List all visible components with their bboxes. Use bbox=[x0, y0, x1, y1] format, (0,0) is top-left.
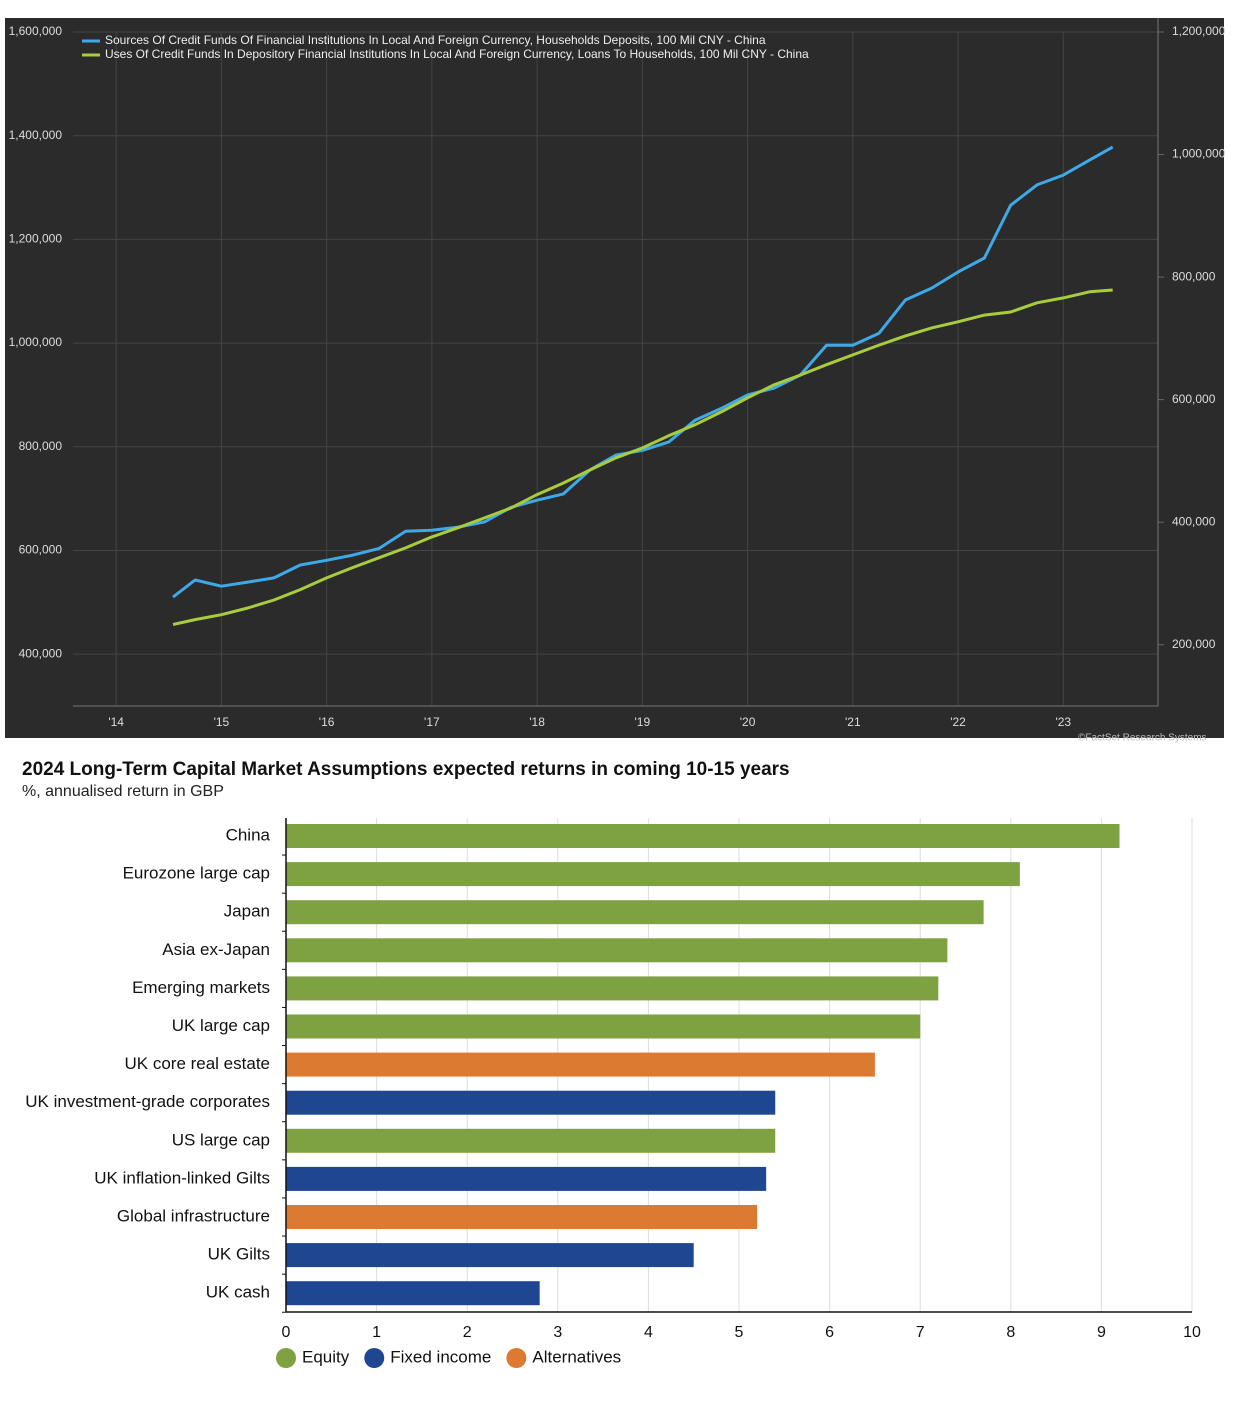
bar bbox=[286, 1243, 694, 1268]
y2-tick-label: 200,000 bbox=[1172, 637, 1216, 651]
x-tick-label: 8 bbox=[1006, 1324, 1015, 1341]
bar bbox=[286, 1090, 776, 1115]
y2-tick-label: 1,200,000 bbox=[1172, 24, 1226, 38]
y-tick-label: Global infrastructure bbox=[117, 1206, 270, 1225]
source-note: ©FactSet Research Systems bbox=[1078, 733, 1207, 744]
y2-tick-label: 800,000 bbox=[1172, 269, 1216, 283]
y2-tick-label: 400,000 bbox=[1172, 514, 1216, 528]
x-tick-label: '15 bbox=[214, 715, 230, 729]
bar bbox=[286, 938, 948, 963]
y2-tick-label: 1,000,000 bbox=[1172, 147, 1226, 161]
x-tick-label: 4 bbox=[644, 1324, 653, 1341]
x-tick-label: '20 bbox=[740, 715, 756, 729]
y-tick-label: UK core real estate bbox=[124, 1054, 270, 1073]
legend-label: Uses Of Credit Funds In Depository Finan… bbox=[105, 47, 809, 61]
y-tick-label: 800,000 bbox=[19, 439, 63, 453]
x-tick-label: 6 bbox=[825, 1324, 834, 1341]
y-tick-label: UK inflation-linked Gilts bbox=[94, 1168, 270, 1187]
y-tick-label: China bbox=[226, 825, 271, 844]
bar bbox=[286, 976, 939, 1001]
bar bbox=[286, 824, 1120, 848]
legend-label: Sources Of Credit Funds Of Financial Ins… bbox=[105, 33, 766, 47]
line-series bbox=[172, 145, 1114, 599]
chart-title: 2024 Long-Term Capital Market Assumption… bbox=[22, 759, 790, 780]
bar bbox=[286, 862, 1020, 887]
y-tick-label: 600,000 bbox=[19, 543, 63, 557]
x-tick-label: '22 bbox=[950, 715, 966, 729]
y-tick-label: Eurozone large cap bbox=[123, 864, 270, 883]
y-tick-label: UK large cap bbox=[172, 1016, 270, 1035]
legend-swatch bbox=[506, 1348, 527, 1368]
bar bbox=[286, 1205, 758, 1229]
bar bbox=[286, 1052, 875, 1077]
x-tick-label: '23 bbox=[1055, 715, 1071, 729]
y-tick-label: UK investment-grade corporates bbox=[25, 1092, 270, 1111]
x-tick-label: 2 bbox=[463, 1324, 472, 1341]
legend-swatch bbox=[276, 1348, 296, 1368]
bar bbox=[286, 1281, 540, 1306]
chart-subtitle: %, annualised return in GBP bbox=[22, 783, 224, 800]
legend-label: Equity bbox=[302, 1347, 350, 1366]
y-tick-label: Asia ex-Japan bbox=[162, 940, 270, 959]
y-tick-label: UK cash bbox=[206, 1283, 270, 1302]
y-tick-label: US large cap bbox=[172, 1130, 270, 1149]
x-tick-label: 0 bbox=[282, 1324, 291, 1341]
x-tick-label: 5 bbox=[735, 1324, 744, 1341]
x-tick-label: '17 bbox=[424, 715, 440, 729]
y-tick-label: 1,000,000 bbox=[9, 335, 63, 349]
line-series bbox=[172, 288, 1113, 626]
legend-label: Fixed income bbox=[390, 1347, 491, 1366]
x-tick-label: 10 bbox=[1183, 1324, 1201, 1341]
x-tick-label: 1 bbox=[372, 1324, 381, 1341]
y-tick-label: UK Gilts bbox=[208, 1245, 270, 1264]
x-tick-label: 3 bbox=[553, 1324, 562, 1341]
bar bbox=[286, 1166, 767, 1191]
y-tick-label: 1,600,000 bbox=[9, 24, 63, 38]
chart-background bbox=[5, 18, 1224, 738]
y2-tick-label: 600,000 bbox=[1172, 392, 1216, 406]
bar bbox=[286, 900, 984, 925]
bar bbox=[286, 1014, 921, 1039]
x-tick-label: '19 bbox=[635, 715, 651, 729]
y-tick-label: 1,200,000 bbox=[9, 232, 63, 246]
legend-swatch bbox=[364, 1348, 385, 1368]
x-tick-label: '21 bbox=[845, 715, 861, 729]
legend-label: Alternatives bbox=[532, 1347, 621, 1366]
x-tick-label: '16 bbox=[319, 715, 335, 729]
y-tick-label: 1,400,000 bbox=[9, 128, 63, 142]
y-tick-label: Japan bbox=[224, 902, 270, 921]
y-tick-label: 400,000 bbox=[19, 646, 63, 660]
x-tick-label: '18 bbox=[529, 715, 545, 729]
x-tick-label: 9 bbox=[1097, 1324, 1106, 1341]
bar bbox=[286, 1128, 776, 1153]
y-tick-label: Emerging markets bbox=[132, 978, 270, 997]
x-tick-label: '14 bbox=[108, 715, 124, 729]
x-tick-label: 7 bbox=[916, 1324, 925, 1341]
